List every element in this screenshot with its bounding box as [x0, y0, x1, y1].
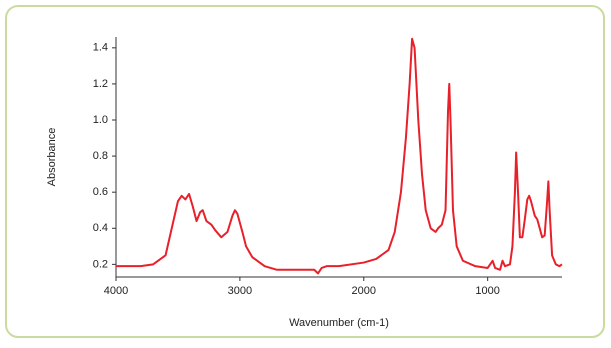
x-tick-label: 2000 — [352, 285, 376, 297]
x-axis-label: Wavenumber (cm-1) — [289, 317, 389, 329]
y-tick-label: 0.2 — [93, 258, 108, 270]
y-tick-label: 0.4 — [93, 222, 108, 234]
y-tick-label: 0.8 — [93, 150, 108, 162]
y-axis-label: Absorbance — [46, 128, 58, 187]
y-tick-label: 0.6 — [93, 186, 108, 198]
x-tick-label: 3000 — [228, 285, 252, 297]
frame — [5, 5, 605, 338]
spectrum-line — [116, 37, 563, 275]
x-tick-label: 4000 — [104, 285, 128, 297]
y-tick-label: 1.4 — [93, 42, 108, 54]
x-tick-label: 1000 — [475, 285, 499, 297]
y-tick-label: 1.2 — [93, 78, 108, 90]
y-tick-label: 1.0 — [93, 114, 108, 126]
